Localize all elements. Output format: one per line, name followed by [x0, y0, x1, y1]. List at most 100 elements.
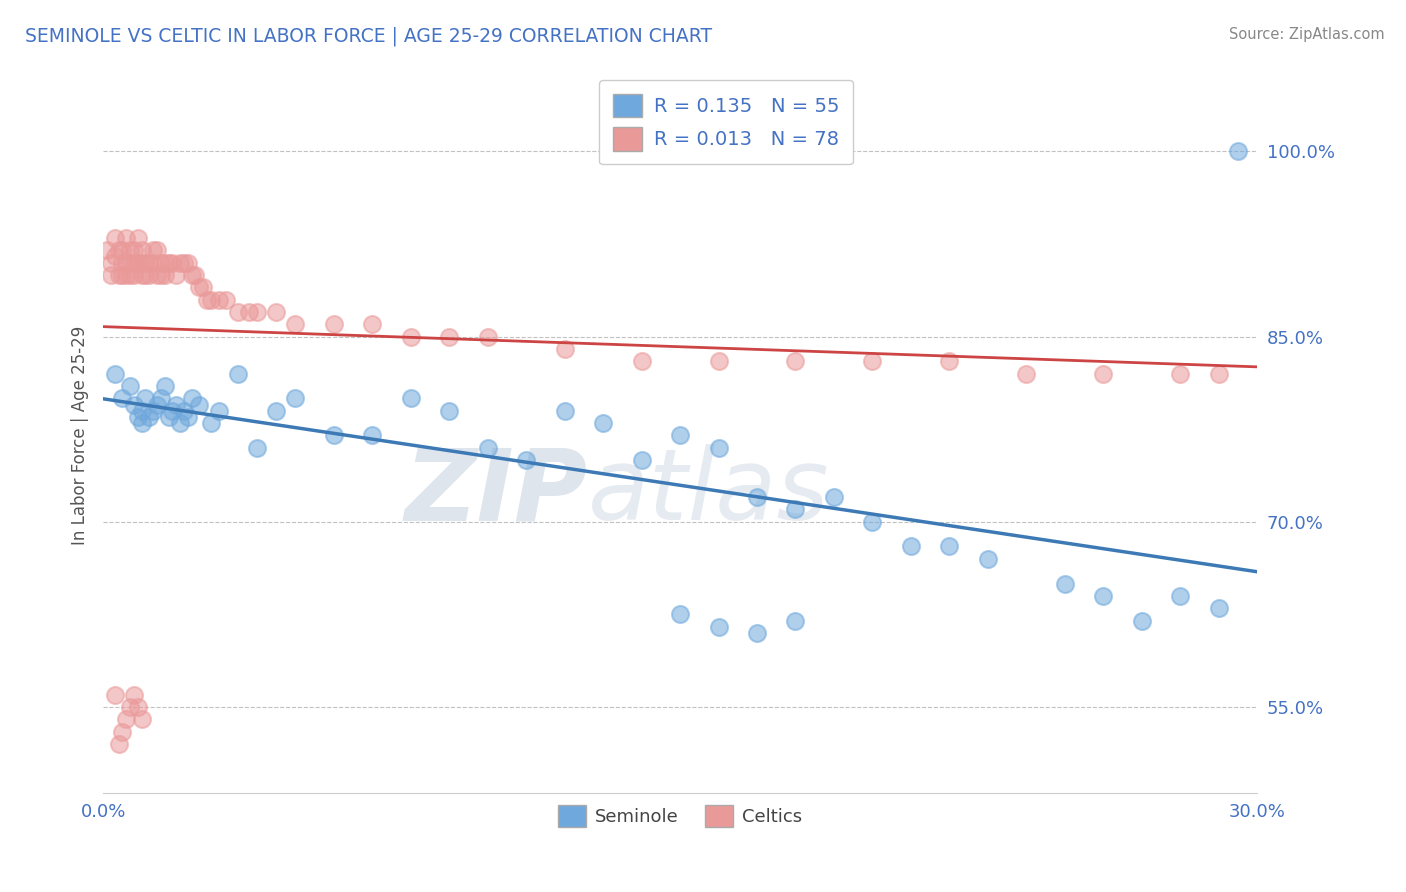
- Point: [200, 293, 222, 307]
- Point: [669, 607, 692, 622]
- Point: [127, 409, 149, 424]
- Point: [111, 255, 134, 269]
- Point: [115, 255, 138, 269]
- Point: [284, 318, 307, 332]
- Point: [111, 244, 134, 258]
- Point: [215, 293, 238, 307]
- Point: [264, 305, 287, 319]
- Point: [115, 268, 138, 282]
- Point: [173, 403, 195, 417]
- Point: [188, 398, 211, 412]
- Point: [361, 428, 384, 442]
- Point: [477, 441, 499, 455]
- Point: [169, 416, 191, 430]
- Point: [162, 403, 184, 417]
- Point: [127, 231, 149, 245]
- Point: [115, 231, 138, 245]
- Point: [515, 453, 537, 467]
- Point: [707, 441, 730, 455]
- Point: [554, 403, 576, 417]
- Point: [630, 453, 652, 467]
- Point: [107, 244, 129, 258]
- Point: [246, 305, 269, 319]
- Point: [177, 409, 200, 424]
- Point: [104, 688, 127, 702]
- Point: [630, 354, 652, 368]
- Point: [118, 268, 141, 282]
- Point: [977, 551, 1000, 566]
- Point: [188, 280, 211, 294]
- Point: [477, 329, 499, 343]
- Point: [122, 398, 145, 412]
- Point: [322, 318, 344, 332]
- Point: [165, 268, 187, 282]
- Point: [177, 255, 200, 269]
- Point: [149, 392, 172, 406]
- Point: [127, 255, 149, 269]
- Point: [207, 293, 229, 307]
- Point: [284, 392, 307, 406]
- Legend: Seminole, Celtics: Seminole, Celtics: [551, 798, 808, 834]
- Point: [122, 268, 145, 282]
- Point: [1168, 367, 1191, 381]
- Point: [149, 268, 172, 282]
- Point: [153, 255, 176, 269]
- Point: [669, 428, 692, 442]
- Y-axis label: In Labor Force | Age 25-29: In Labor Force | Age 25-29: [72, 326, 89, 545]
- Point: [439, 403, 461, 417]
- Point: [165, 398, 187, 412]
- Point: [938, 354, 960, 368]
- Point: [439, 329, 461, 343]
- Point: [146, 268, 169, 282]
- Point: [142, 403, 165, 417]
- Point: [118, 379, 141, 393]
- Point: [131, 416, 153, 430]
- Point: [146, 244, 169, 258]
- Text: SEMINOLE VS CELTIC IN LABOR FORCE | AGE 25-29 CORRELATION CHART: SEMINOLE VS CELTIC IN LABOR FORCE | AGE …: [25, 27, 713, 46]
- Point: [173, 255, 195, 269]
- Point: [104, 249, 127, 263]
- Point: [1092, 589, 1115, 603]
- Point: [200, 416, 222, 430]
- Point: [111, 392, 134, 406]
- Point: [592, 416, 614, 430]
- Point: [184, 268, 207, 282]
- Point: [785, 614, 807, 628]
- Point: [860, 354, 883, 368]
- Point: [134, 392, 156, 406]
- Text: atlas: atlas: [588, 444, 830, 541]
- Point: [107, 268, 129, 282]
- Point: [823, 490, 845, 504]
- Point: [238, 305, 260, 319]
- Point: [111, 268, 134, 282]
- Point: [142, 255, 165, 269]
- Point: [131, 268, 153, 282]
- Point: [900, 540, 922, 554]
- Point: [146, 398, 169, 412]
- Point: [1015, 367, 1038, 381]
- Point: [1092, 367, 1115, 381]
- Point: [361, 318, 384, 332]
- Point: [1053, 576, 1076, 591]
- Point: [149, 255, 172, 269]
- Point: [153, 379, 176, 393]
- Point: [322, 428, 344, 442]
- Point: [264, 403, 287, 417]
- Point: [131, 712, 153, 726]
- Point: [162, 255, 184, 269]
- Point: [1130, 614, 1153, 628]
- Point: [785, 502, 807, 516]
- Point: [104, 231, 127, 245]
- Point: [785, 354, 807, 368]
- Point: [860, 515, 883, 529]
- Point: [118, 244, 141, 258]
- Point: [122, 244, 145, 258]
- Point: [226, 367, 249, 381]
- Point: [138, 409, 160, 424]
- Point: [157, 255, 180, 269]
- Point: [554, 342, 576, 356]
- Point: [111, 724, 134, 739]
- Point: [138, 255, 160, 269]
- Point: [195, 293, 218, 307]
- Point: [938, 540, 960, 554]
